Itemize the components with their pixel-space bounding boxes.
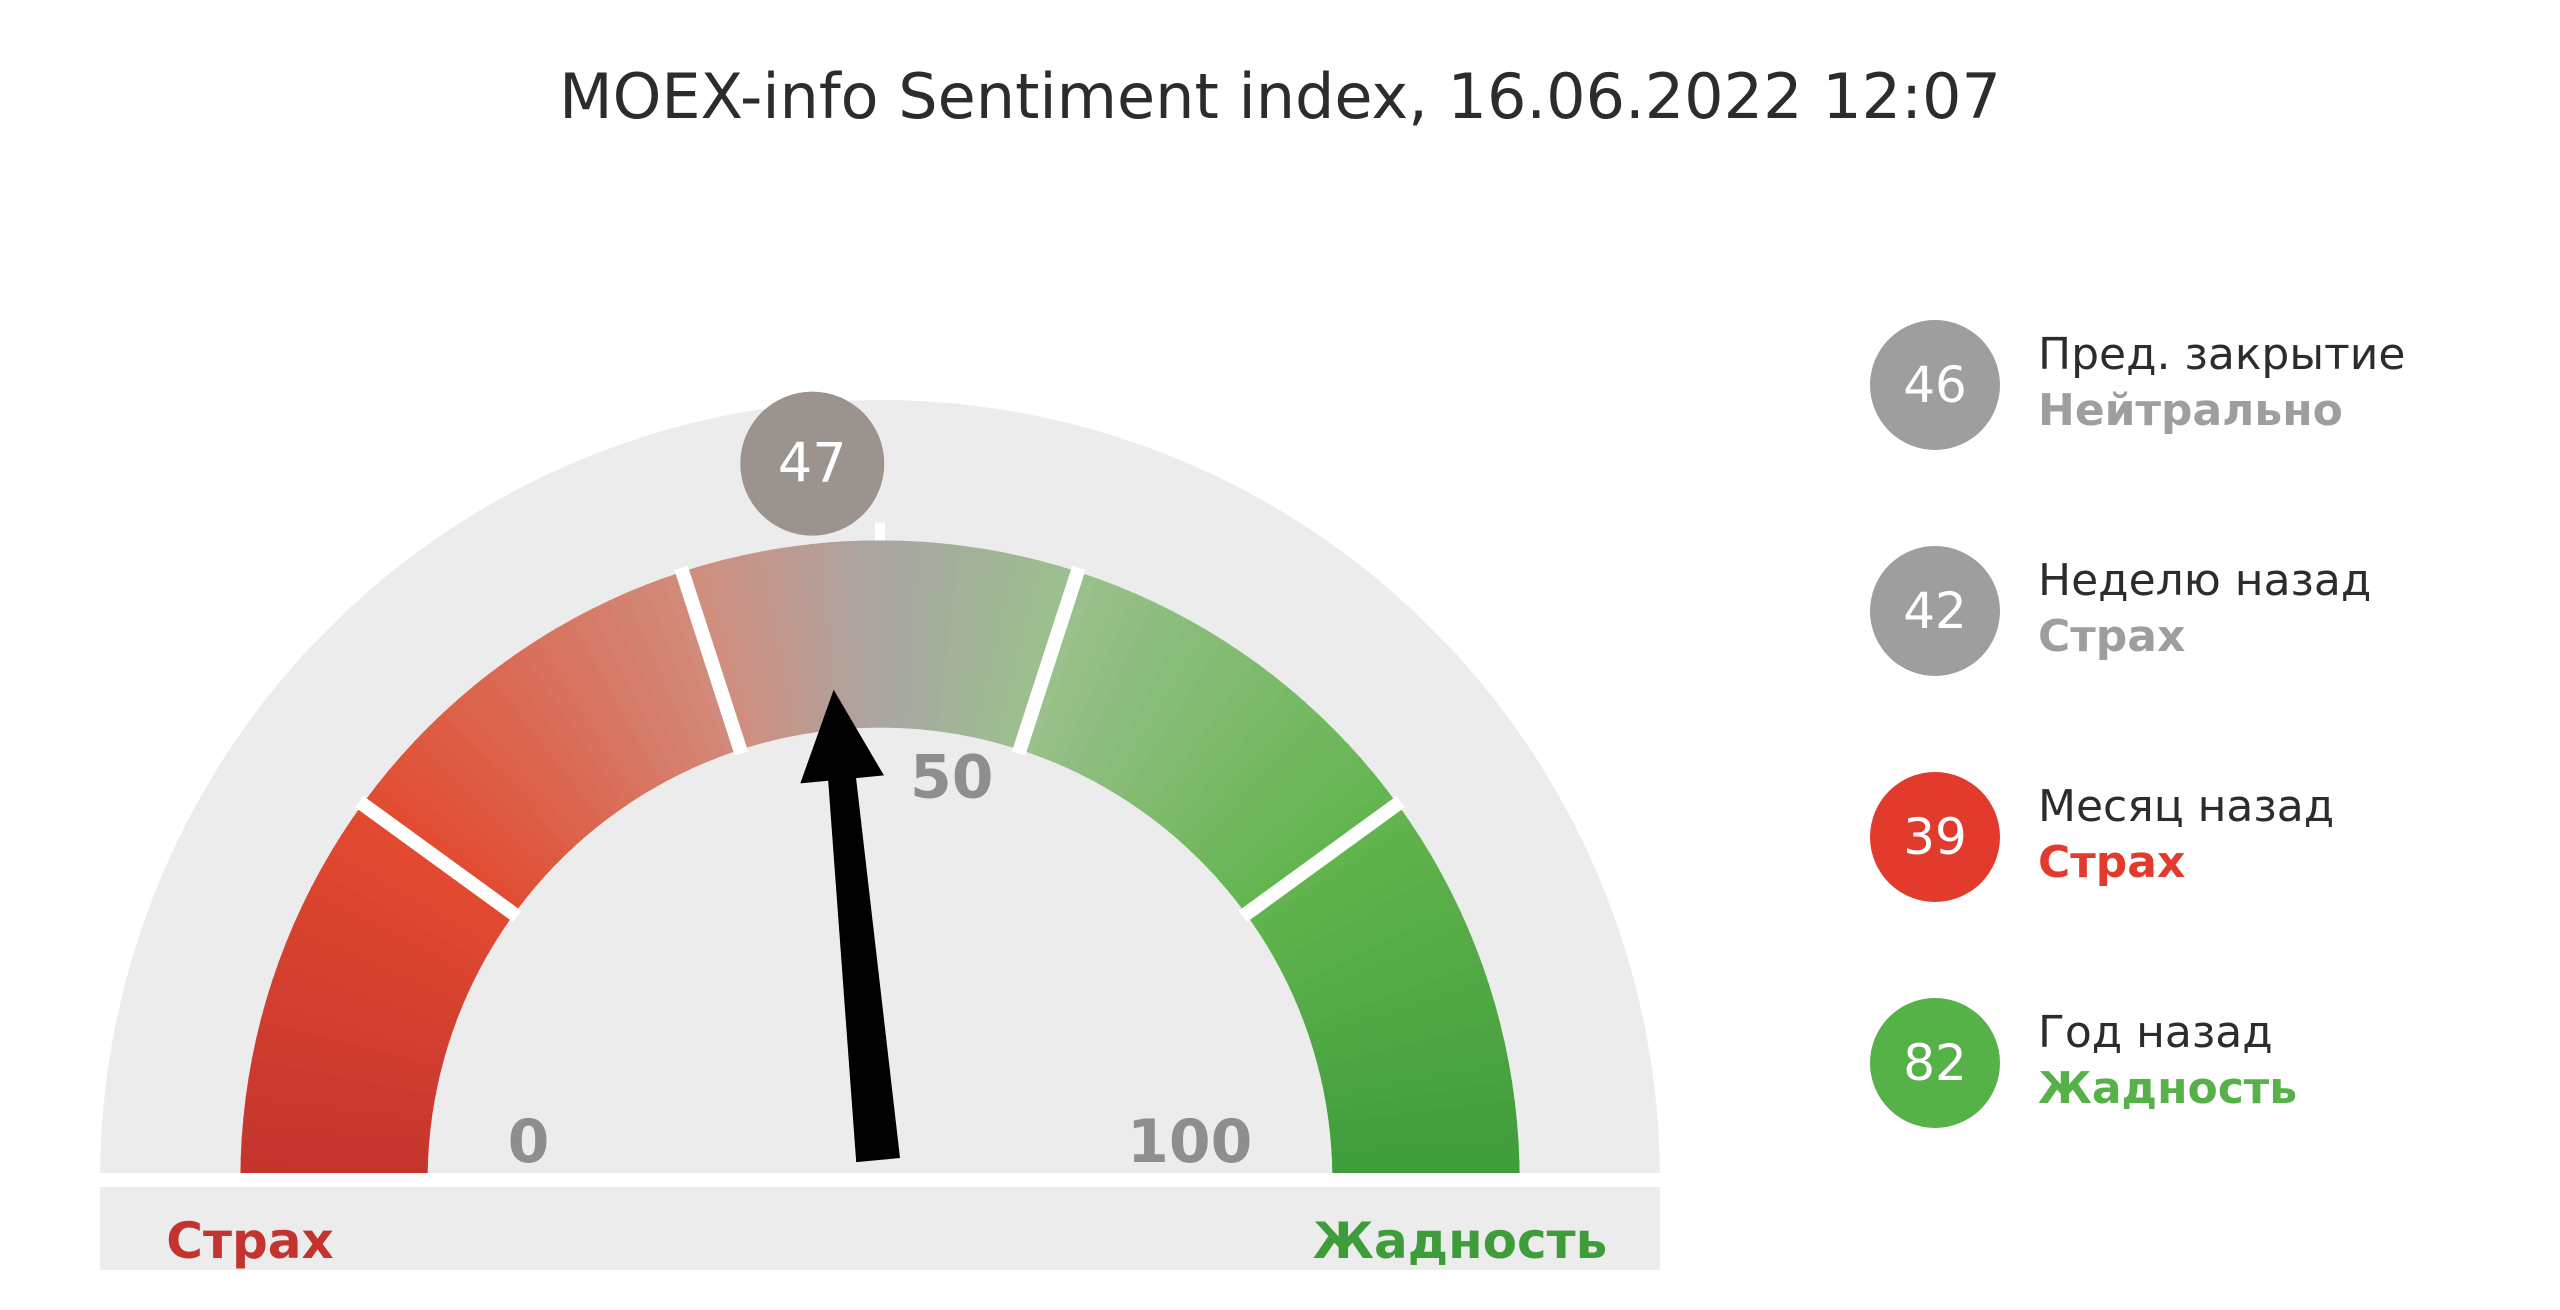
legend-text: Пред. закрытие Нейтрально [2038,330,2405,440]
legend-text: Месяц назад Страх [2038,782,2334,892]
svg-text:Страх: Страх [166,1212,333,1270]
legend-badge: 82 [1870,998,2000,1128]
legend-label: Пред. закрытие [2038,330,2405,381]
legend: 46 Пред. закрытие Нейтрально 42 Неделю н… [1870,320,2450,1224]
svg-text:0: 0 [508,1107,550,1177]
svg-text:50: 50 [910,743,994,813]
legend-status: Страх [2038,607,2371,666]
legend-text: Год назад Жадность [2038,1008,2297,1118]
svg-text:Жадность: Жадность [1313,1212,1607,1270]
gauge-chart: 0 100 50 Страх Жадность 47 [80,220,1680,1270]
legend-badge: 46 [1870,320,2000,450]
svg-text:100: 100 [1127,1107,1252,1177]
svg-text:47: 47 [778,432,847,495]
legend-label: Год назад [2038,1008,2297,1059]
legend-status: Страх [2038,833,2334,892]
legend-status: Жадность [2038,1059,2297,1118]
legend-item-week-ago: 42 Неделю назад Страх [1870,546,2450,676]
page-root: MOEX-info Sentiment index, 16.06.2022 12… [0,0,2560,1310]
legend-item-month-ago: 39 Месяц назад Страх [1870,772,2450,902]
legend-badge: 42 [1870,546,2000,676]
legend-text: Неделю назад Страх [2038,556,2371,666]
legend-badge: 39 [1870,772,2000,902]
legend-item-year-ago: 82 Год назад Жадность [1870,998,2450,1128]
legend-status: Нейтрально [2038,381,2405,440]
legend-label: Месяц назад [2038,782,2334,833]
legend-label: Неделю назад [2038,556,2371,607]
legend-item-prev-close: 46 Пред. закрытие Нейтрально [1870,320,2450,450]
chart-title: MOEX-info Sentiment index, 16.06.2022 12… [0,60,2560,133]
